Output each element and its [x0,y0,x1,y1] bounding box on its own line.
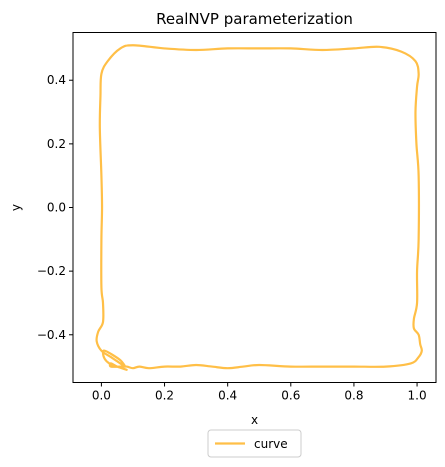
y-tick-label: −0.4 [37,328,66,342]
y-tick-label: 0.0 [47,201,66,215]
legend-label: curve [254,437,288,451]
x-tick-label: 1.0 [408,389,427,403]
chart-title: RealNVP parameterization [156,10,353,28]
x-tick-label: 0.8 [344,389,363,403]
y-axis-label: y [9,204,23,211]
x-tick-label: 0.4 [218,389,237,403]
x-tick-label: 0.0 [92,389,111,403]
x-axis: 0.0 0.2 0.4 0.6 0.8 1.0 [92,382,427,403]
y-tick-label: 0.4 [47,73,66,87]
x-tick-label: 0.6 [281,389,300,403]
plot-area [95,44,423,371]
y-tick-label: −0.2 [37,264,66,278]
legend: curve [207,429,302,458]
legend-box [207,429,302,458]
x-tick-label: 0.2 [155,389,174,403]
y-axis: 0.4 0.2 0.0 −0.2 −0.4 [37,73,73,342]
y-tick-label: 0.2 [47,137,66,151]
x-axis-label: x [251,413,258,427]
series-line-curve [95,44,423,371]
